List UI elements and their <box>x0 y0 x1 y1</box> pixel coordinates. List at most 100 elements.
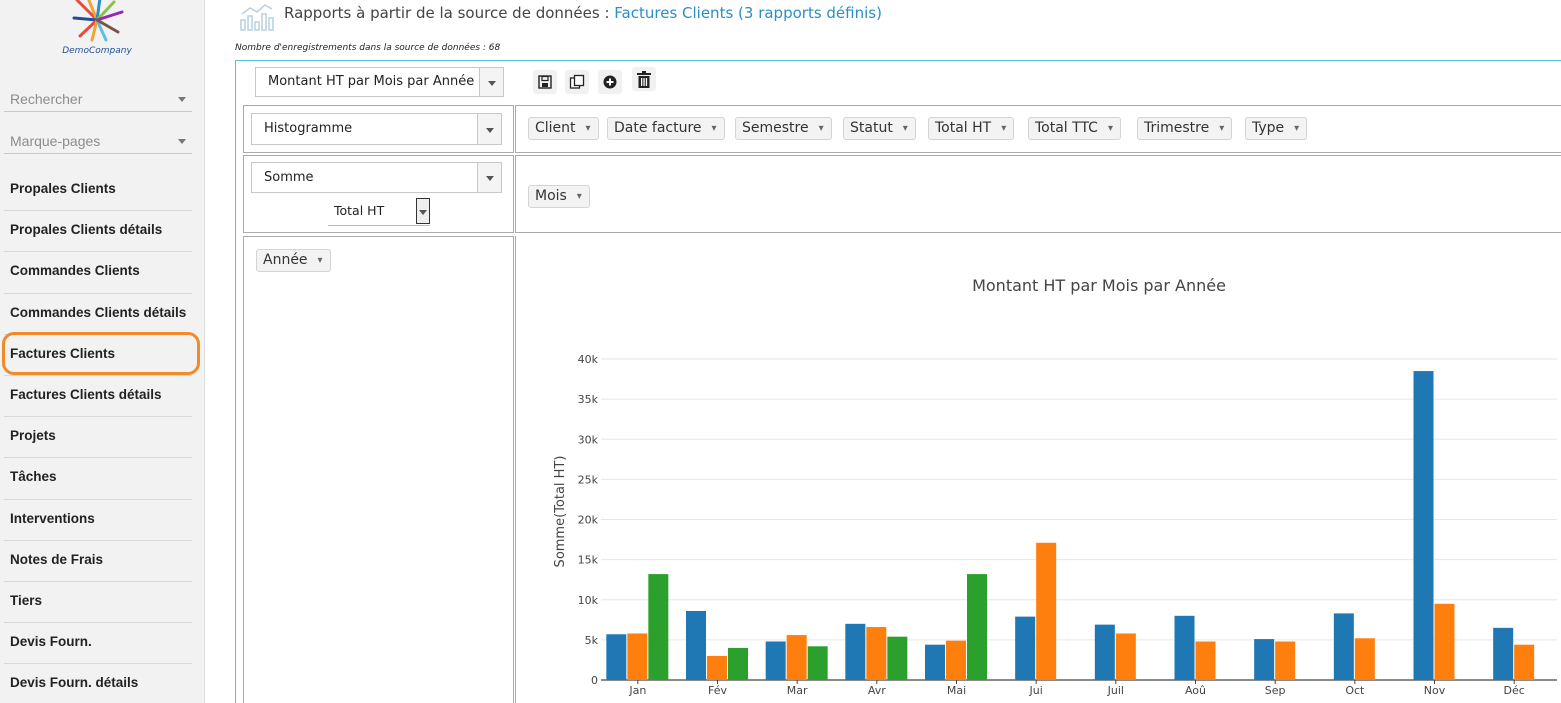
bar-nov-series-2 <box>1434 603 1455 680</box>
y-tick-label: 10k <box>578 594 599 607</box>
attribute-pill-date-facture[interactable]: Date facture <box>607 117 725 140</box>
x-tick-label: Fév <box>708 684 727 697</box>
y-tick-label: 35k <box>578 393 599 406</box>
bar-sep-series-2 <box>1275 641 1296 680</box>
bar-aoû-series-2 <box>1195 641 1216 680</box>
bar-mar-series-3 <box>807 646 828 680</box>
sidebar-item-interventions[interactable]: Interventions <box>4 500 192 541</box>
attribute-pill-total-ht[interactable]: Total HT <box>928 117 1015 140</box>
bar-mai-series-3 <box>967 574 987 680</box>
bar-mai-series-2 <box>946 640 966 680</box>
y-tick-label: 40k <box>578 353 599 366</box>
bar-jan-series-3 <box>648 574 669 680</box>
save-icon <box>538 75 552 89</box>
y-tick-label: 20k <box>578 514 599 527</box>
bar-déc-series-1 <box>1493 627 1514 680</box>
add-button[interactable] <box>598 70 622 94</box>
report-select[interactable]: Montant HT par Mois par Année <box>255 67 504 97</box>
bookmarks-select-label: Marque-pages <box>10 133 101 149</box>
y-tick-label: 0 <box>591 674 598 687</box>
copy-icon <box>569 74 585 89</box>
sidebar-item-taches[interactable]: Tâches <box>4 458 192 500</box>
bar-fév-series-3 <box>728 647 748 680</box>
sidebar-item-commandes-clients[interactable]: Commandes Clients <box>4 252 192 294</box>
delete-button[interactable] <box>632 67 656 91</box>
renderer-select-value: Histogramme <box>264 121 353 136</box>
search-select-label: Rechercher <box>10 91 83 107</box>
bar-fév-series-2 <box>707 655 727 680</box>
bar-avr-series-3 <box>887 636 908 680</box>
chart-area: Montant HT par Mois par Année Somme(Total… <box>515 236 1561 703</box>
attribute-pill-type[interactable]: Type <box>1245 117 1308 140</box>
records-count: Nombre d'enregistrements dans la source … <box>235 43 501 53</box>
copy-button[interactable] <box>565 70 589 94</box>
logo-text: DemoCompany <box>62 46 132 56</box>
report-select-value: Montant HT par Mois par Année <box>268 74 475 89</box>
x-tick-label: Sep <box>1265 684 1286 697</box>
attribute-pill-semestre[interactable]: Semestre <box>735 117 832 140</box>
chevron-down-icon <box>477 114 501 144</box>
sidebar-item-devis-fourn[interactable]: Devis Fourn. <box>4 623 192 665</box>
chevron-down-icon <box>178 139 186 144</box>
sidebar-item-projets[interactable]: Projets <box>4 417 192 459</box>
x-tick-label: Jui <box>1029 684 1043 697</box>
x-tick-label: Mar <box>787 684 808 697</box>
y-tick-label: 25k <box>578 473 599 486</box>
bar-avr-series-1 <box>845 623 866 680</box>
attribute-pill-mois[interactable]: Mois <box>528 185 590 208</box>
bar-juil-series-1 <box>1094 624 1115 680</box>
page-title: Rapports à partir de la source de donnée… <box>284 4 882 22</box>
sidebar-item-propales-clients-details[interactable]: Propales Clients détails <box>4 211 192 253</box>
renderer-select[interactable]: Histogramme <box>251 113 502 145</box>
row-attributes-area: Année <box>243 236 514 703</box>
datasource-link[interactable]: Factures Clients (3 rapports définis) <box>614 4 882 22</box>
pivot-panel: Montant HT par Mois par Année <box>235 60 1561 703</box>
attribute-pill-statut[interactable]: Statut <box>843 117 916 140</box>
x-tick-label: Mai <box>947 684 966 697</box>
search-select[interactable]: Rechercher <box>4 86 192 112</box>
page-title-prefix: Rapports à partir de la source de donnée… <box>284 4 610 22</box>
x-tick-label: Oct <box>1345 684 1365 697</box>
sidebar-item-factures-clients-details[interactable]: Factures Clients détails <box>4 376 192 418</box>
attribute-pill-annee[interactable]: Année <box>256 249 331 272</box>
bar-oct-series-2 <box>1354 638 1375 680</box>
bar-jui-series-1 <box>1015 616 1036 680</box>
aggregator-cell: Somme Total HT <box>243 155 514 233</box>
aggregator-attribute-select[interactable]: Total HT <box>328 198 430 226</box>
bar-sep-series-1 <box>1254 639 1275 680</box>
attribute-pill-total-ttc[interactable]: Total TTC <box>1028 117 1121 140</box>
sidebar-item-devis-fourn-details[interactable]: Devis Fourn. détails <box>10 675 139 691</box>
bookmarks-select[interactable]: Marque-pages <box>4 128 192 154</box>
company-logo <box>72 0 124 42</box>
sidebar-item-propales-clients[interactable]: Propales Clients <box>4 170 192 212</box>
aggregator-select-value: Somme <box>264 170 314 185</box>
sidebar-item-notes-de-frais[interactable]: Notes de Frais <box>4 541 192 582</box>
bar-mar-series-1 <box>765 641 786 680</box>
bar-mai-series-1 <box>925 644 945 680</box>
chart-title: Montant HT par Mois par Année <box>972 276 1226 295</box>
bar-déc-series-2 <box>1514 644 1535 680</box>
x-tick-label: Jan <box>628 684 646 697</box>
aggregator-select[interactable]: Somme <box>251 162 502 193</box>
y-axis-label: Somme(Total HT) <box>553 456 568 568</box>
x-tick-label: Aoû <box>1185 684 1206 697</box>
bar-jan-series-1 <box>606 634 627 680</box>
attribute-pill-trimestre[interactable]: Trimestre <box>1137 117 1233 140</box>
sidebar-item-tiers[interactable]: Tiers <box>4 582 192 624</box>
attribute-pill-client[interactable]: Client <box>528 117 599 140</box>
bar-aoû-series-1 <box>1174 615 1195 680</box>
bar-fév-series-1 <box>686 610 706 680</box>
y-tick-label: 30k <box>578 433 599 446</box>
bar-jui-series-2 <box>1036 542 1057 680</box>
report-sources-menu: Propales Clients Propales Clients détail… <box>4 170 192 703</box>
sidebar-item-commandes-clients-details[interactable]: Commandes Clients détails <box>4 294 192 335</box>
sidebar-item-factures-clients[interactable]: Factures Clients <box>4 335 192 376</box>
x-tick-label: Nov <box>1424 684 1446 697</box>
unused-attributes-area: Client Date facture Semestre Statut Tota… <box>515 105 1561 153</box>
bar-chart: Montant HT par Mois par Année Somme(Total… <box>553 276 1557 697</box>
aggregator-attribute-value: Total HT <box>334 203 385 218</box>
x-tick-label: Déc <box>1504 684 1525 697</box>
delete-icon <box>637 71 651 88</box>
renderer-cell: Histogramme <box>243 105 514 153</box>
save-button[interactable] <box>533 70 557 94</box>
